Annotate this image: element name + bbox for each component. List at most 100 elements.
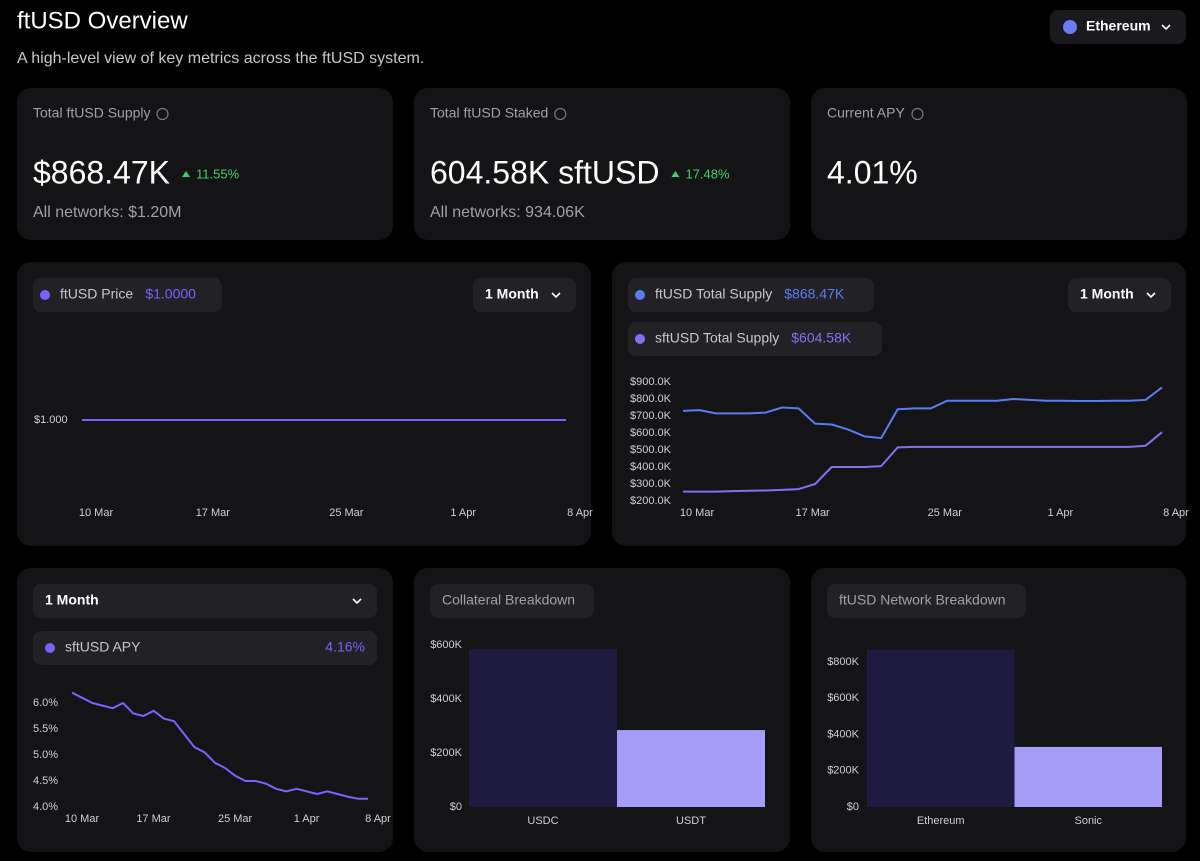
up-arrow-icon	[182, 171, 191, 177]
bar	[469, 649, 617, 807]
y-tick-label: $600.0K	[630, 427, 672, 439]
y-tick-label: $200.0K	[630, 495, 672, 507]
legend-name: sftUSD APY	[65, 639, 141, 655]
chevron-icon	[1161, 24, 1171, 31]
card-note: All networks: 934.06K	[430, 204, 585, 221]
period-label: 1 Month	[1080, 286, 1134, 302]
x-tick-label: 25 Mar	[329, 507, 364, 519]
x-tick-label: 1 Apr	[1048, 507, 1074, 519]
card-value: $868.47K	[33, 154, 170, 190]
info-icon	[554, 107, 567, 121]
period-selector[interactable]	[473, 278, 576, 312]
x-tick-label: USDC	[527, 815, 558, 827]
chevron-icon	[1146, 292, 1156, 299]
legend-dot	[635, 334, 645, 344]
card-label: Current APY	[827, 105, 905, 121]
legend-item	[628, 278, 874, 312]
legend-value: $604.58K	[791, 330, 852, 346]
x-tick-label: 8 Apr	[567, 507, 593, 519]
legend-dot	[635, 290, 645, 300]
y-tick-label: 6.0%	[33, 697, 58, 709]
y-tick-label: $300.0K	[630, 478, 672, 490]
x-tick-label: 10 Mar	[79, 507, 114, 519]
page-title: ftUSD Overview	[17, 7, 188, 34]
panel	[17, 262, 591, 546]
y-tick-label: $200K	[827, 765, 859, 777]
y-tick-label: $1.000	[34, 414, 68, 426]
panel	[414, 88, 790, 240]
legend-dot	[45, 643, 55, 653]
y-tick-label: 5.5%	[33, 723, 58, 735]
x-tick-label: 10 Mar	[680, 507, 715, 519]
x-tick-label: 1 Apr	[294, 813, 320, 825]
y-tick-label: $0	[450, 801, 462, 813]
y-tick-label: $200K	[430, 747, 462, 759]
panel	[811, 88, 1187, 240]
x-tick-label: 10 Mar	[65, 813, 100, 825]
x-tick-label: 17 Mar	[795, 507, 830, 519]
period-label: 1 Month	[45, 592, 99, 608]
chevron-icon	[352, 598, 362, 605]
y-tick-label: 4.5%	[33, 775, 58, 787]
series-line	[71, 691, 368, 800]
period-label: 1 Month	[485, 286, 539, 302]
chart-title: ftUSD Network Breakdown	[839, 592, 1006, 608]
legend-name: ftUSD Price	[60, 286, 133, 302]
bar	[867, 649, 1015, 807]
y-tick-label: $500.0K	[630, 444, 672, 456]
legend-item	[33, 278, 222, 312]
chevron-icon	[551, 292, 561, 299]
y-tick-label: $900.0K	[630, 376, 672, 388]
card-change: 11.55%	[196, 166, 240, 181]
card-value: 604.58K sftUSD	[430, 154, 659, 190]
legend-name: ftUSD Total Supply	[655, 286, 772, 302]
card-label: Total ftUSD Supply	[33, 105, 151, 121]
y-tick-label: $0	[847, 801, 859, 813]
x-tick-label: Sonic	[1074, 815, 1102, 827]
y-tick-label: $400K	[827, 728, 859, 740]
legend-item	[628, 322, 882, 356]
card-note: All networks: $1.20M	[33, 204, 182, 221]
info-icon	[911, 107, 924, 121]
y-tick-label: $700.0K	[630, 410, 672, 422]
y-tick-label: $800.0K	[630, 393, 672, 405]
info-icon	[156, 107, 169, 121]
y-tick-label: 4.0%	[33, 801, 58, 813]
period-selector[interactable]	[33, 584, 377, 618]
network-selector[interactable]	[1050, 10, 1186, 44]
x-tick-label: 25 Mar	[928, 507, 963, 519]
x-tick-label: Ethereum	[917, 815, 965, 827]
network-icon	[1063, 20, 1077, 34]
x-tick-label: 8 Apr	[365, 813, 391, 825]
bar	[1014, 746, 1162, 807]
y-tick-label: $800K	[827, 656, 859, 668]
x-tick-label: 25 Mar	[218, 813, 253, 825]
card-change: 17.48%	[685, 166, 730, 181]
card-label: Total ftUSD Staked	[430, 105, 548, 121]
x-tick-label: 1 Apr	[450, 507, 476, 519]
period-selector[interactable]	[1068, 278, 1171, 312]
page-subtitle: A high-level view of key metrics across …	[17, 50, 424, 67]
legend-value: $1.0000	[145, 286, 196, 302]
x-tick-label: 17 Mar	[136, 813, 171, 825]
y-tick-label: $400.0K	[630, 461, 672, 473]
up-arrow-icon	[671, 171, 680, 177]
card-value: 4.01%	[827, 154, 918, 190]
bar	[617, 730, 765, 807]
chart-title: Collateral Breakdown	[442, 592, 575, 608]
legend-value: 4.16%	[325, 639, 365, 655]
network-name: Ethereum	[1086, 18, 1151, 34]
legend-dot	[40, 290, 50, 300]
x-tick-label: 8 Apr	[1163, 507, 1189, 519]
y-tick-label: $400K	[430, 693, 462, 705]
y-tick-label: 5.0%	[33, 749, 58, 761]
chart-title-pill	[430, 584, 594, 618]
y-tick-label: $600K	[430, 639, 462, 651]
panel	[17, 88, 393, 240]
series-line	[682, 386, 1163, 440]
x-tick-label: USDT	[676, 815, 706, 827]
legend-value: $868.47K	[784, 286, 845, 302]
series-line	[683, 431, 1163, 493]
